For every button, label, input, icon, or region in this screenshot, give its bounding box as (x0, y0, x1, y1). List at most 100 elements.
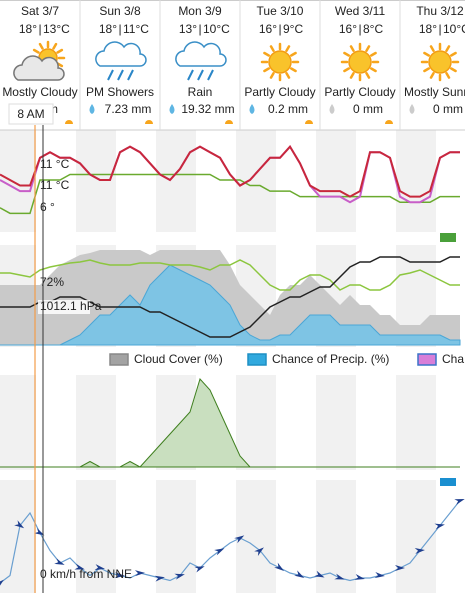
sun-ray (52, 42, 58, 50)
wind-arrow (234, 535, 245, 544)
feels-like-label: 11 °C (40, 157, 70, 171)
rain-drop (107, 69, 114, 81)
rain-drop (197, 69, 204, 81)
low-temp: 8°C (363, 22, 383, 36)
day-name: Thu 3/12 (416, 4, 464, 18)
day-name: Sun 3/8 (99, 4, 141, 18)
wind-arrow (334, 573, 345, 580)
drop-icon (169, 104, 175, 114)
low-temp: 11°C (123, 22, 149, 36)
wind-arrow (294, 570, 305, 578)
sun (428, 50, 452, 74)
pressure-label: 1012.1 hPa (40, 299, 102, 313)
day-name: Tue 3/10 (257, 4, 304, 18)
night-stripe (396, 375, 436, 470)
wind-arrow (154, 575, 165, 582)
condition: Rain (188, 85, 213, 99)
wind-arrow (395, 565, 405, 571)
day-name: Wed 3/11 (335, 4, 386, 18)
wind-arrow (194, 566, 205, 573)
wind-arrow (74, 563, 85, 570)
drop-icon (89, 104, 95, 114)
high-temp: 16° (259, 22, 277, 36)
temp-sep: | (198, 22, 201, 36)
wind-arrow (114, 572, 125, 579)
wind-arrow (0, 579, 4, 589)
night-stripe (316, 480, 356, 593)
night-stripe (76, 480, 116, 593)
high-temp: 18° (99, 22, 117, 36)
night-stripe (0, 375, 36, 470)
night-stripe (316, 130, 356, 232)
low-temp: 10°C (203, 22, 230, 36)
temperature-label: 11 °C (40, 178, 70, 192)
legend-swatch (417, 353, 437, 366)
wind-arrow (14, 520, 25, 529)
wind-arrow (254, 547, 264, 556)
night-stripe (396, 480, 436, 593)
sun-ray (290, 67, 297, 73)
sun (268, 50, 292, 74)
night-stripe (396, 130, 436, 232)
sunrise-mark (385, 120, 393, 124)
precip-chance-area (0, 264, 461, 346)
precip: 19.32 mm (181, 102, 234, 116)
pressure-line (0, 256, 460, 338)
rain-drop (117, 69, 124, 81)
wind-arrow (374, 571, 385, 578)
legend-swatch (247, 353, 267, 366)
night-stripe (236, 375, 276, 470)
sun-ray (269, 45, 275, 52)
sunrise-mark (305, 120, 313, 124)
legend-label: Cloud Cover (%) (134, 352, 223, 366)
sun-ray (285, 72, 291, 79)
high-temp: 18° (419, 22, 437, 36)
now-label: 8 AM (17, 107, 44, 121)
wind-arrow (94, 564, 105, 571)
sunrise-mark (225, 120, 233, 124)
sun (348, 50, 372, 74)
wind-arrow (274, 562, 285, 571)
sun-ray (263, 67, 270, 73)
sun-ray (365, 45, 371, 52)
precip: 0 mm (353, 102, 383, 116)
sun-ray (343, 67, 350, 73)
drop-icon (409, 104, 415, 114)
night-stripe (156, 480, 196, 593)
wind-arrow (314, 570, 325, 578)
wind-arrow (134, 570, 145, 577)
condition: Partly Cloudy (324, 85, 395, 99)
legend-label: Chance of Precip. (%) (272, 352, 389, 366)
sun-ray (349, 45, 355, 52)
wind-arrow (454, 498, 465, 505)
legend-swatch (440, 478, 456, 486)
wind-label: 0 km/h from NNE (40, 567, 132, 581)
rain-drop (207, 69, 214, 81)
night-stripe (0, 130, 36, 232)
precip: 0.2 mm (268, 102, 308, 116)
sun-ray (450, 67, 457, 73)
low-temp: 10°C (443, 22, 465, 36)
cloud (13, 55, 65, 81)
legend-swatch (440, 233, 456, 242)
sun-ray (349, 72, 355, 79)
sun-ray (285, 45, 291, 52)
drop-icon (329, 104, 335, 114)
sun-ray (290, 51, 297, 57)
condition: Partly Cloudy (244, 85, 315, 99)
condition: PM Showers (86, 85, 154, 99)
dew-point-line (0, 173, 460, 215)
sun-ray (32, 48, 40, 54)
night-stripe (316, 375, 356, 470)
temperature-line (0, 144, 460, 198)
precip-area (0, 378, 460, 468)
humidity-line (0, 259, 460, 291)
sun-ray (56, 48, 64, 54)
sun-ray (429, 45, 435, 52)
humidity-label: 72% (40, 275, 64, 289)
sun-ray (343, 51, 350, 57)
sun-ray (445, 72, 451, 79)
cloud (95, 41, 147, 67)
